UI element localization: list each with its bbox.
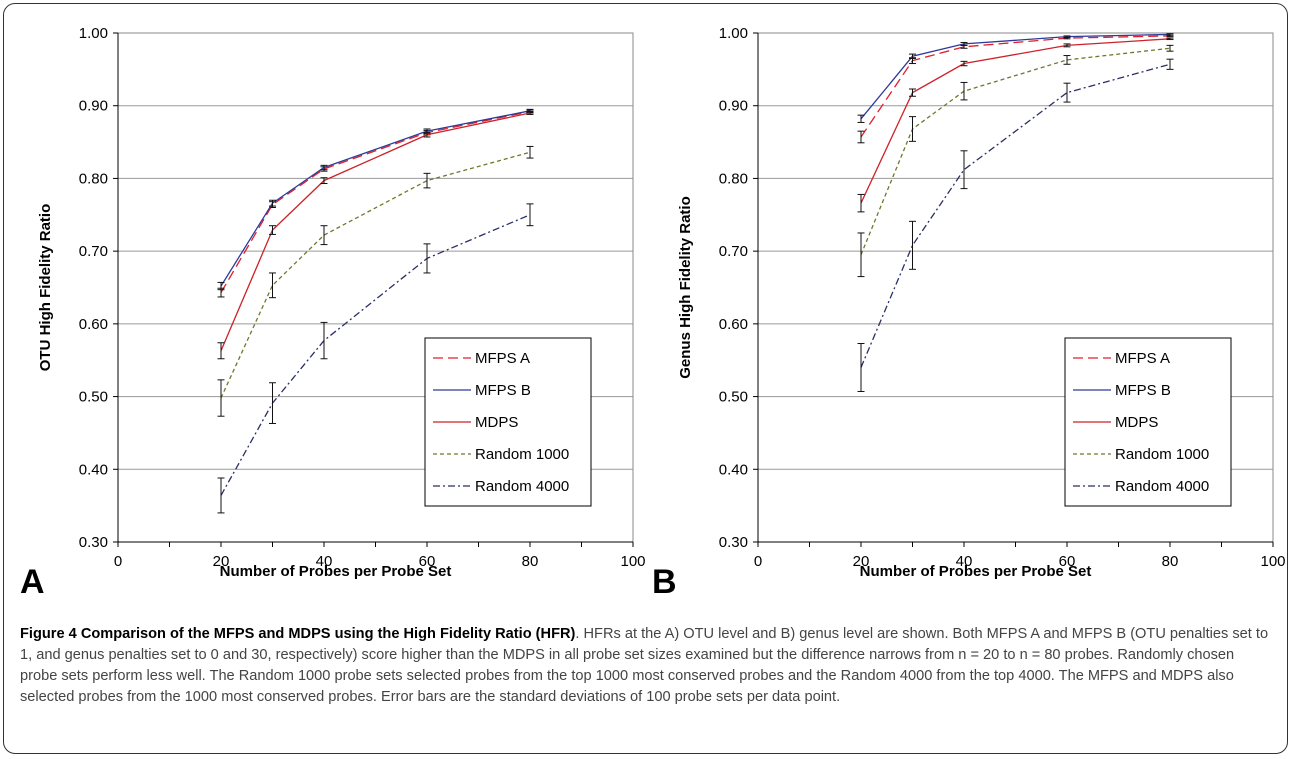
series-line-mfps-a [220,110,531,293]
y-tick-label: 0.40 [719,461,748,478]
y-tick-label: 0.80 [719,170,748,187]
panel-letter-a: A [20,563,45,601]
chart-a: 0.30 0.40 0.50 0.60 0.70 0.80 0.90 1.00 0 20 40 60 8… [37,25,646,580]
panel-b: 0.30 0.40 0.50 0.60 0.70 0.80 0.90 1.00 0 20 40 60 8… [640,0,1290,610]
legend-label: Random 1000 [1115,446,1209,463]
caption-body: . HFRs at the A) OTU level and B) genus … [20,626,1269,705]
x-tick-label: 0 [754,553,762,570]
x-tick-label: 20 [213,553,230,570]
legend-label: Random 4000 [1115,478,1209,495]
y-tick-label: 0.90 [719,98,748,115]
x-tick-label: 0 [114,553,122,570]
figure-caption: Figure 4 Comparison of the MFPS and MDPS… [20,624,1275,708]
legend-label: MFPS B [1115,382,1171,399]
legend-label: MDPS [1115,414,1158,431]
y-tick-label: 1.00 [719,25,748,42]
y-tick-label: 0.80 [79,170,108,187]
x-tick-label: 60 [1059,553,1076,570]
y-tick-label: 0.50 [79,389,108,406]
y-tick-label: 0.60 [719,316,748,333]
x-tick-label: 80 [522,553,539,570]
legend-label: Random 4000 [475,478,569,495]
x-axis-title: Number of Probes per Probe Set [860,563,1092,580]
y-tick-label: 0.30 [79,534,108,551]
legend-label: MFPS B [475,382,531,399]
y-tick-label: 0.40 [79,461,108,478]
caption-title: Figure 4 Comparison of the MFPS and MDPS… [20,626,576,642]
y-tick-label: 0.70 [719,243,748,260]
y-tick-label: 0.30 [719,534,748,551]
series-line-mfps-a [860,35,1171,138]
y-axis-title: OTU High Fidelity Ratio [37,204,54,372]
figure-frame [3,3,1288,754]
legend-label: MFPS A [475,350,530,367]
series-line-random-1000 [860,47,1171,256]
series-line-mdps [220,112,531,352]
y-tick-label: 0.90 [79,98,108,115]
y-axis-title: Genus High Fidelity Ratio [677,196,694,379]
y-tick-label: 0.60 [79,316,108,333]
x-tick-label: 20 [853,553,870,570]
x-tick-label: 80 [1162,553,1179,570]
y-tick-label: 1.00 [79,25,108,42]
y-tick-label: 0.50 [719,389,748,406]
chart-b: 0.30 0.40 0.50 0.60 0.70 0.80 0.90 1.00 0 20 40 60 8… [677,25,1286,580]
panel-a: 0.30 0.40 0.50 0.60 0.70 0.80 0.90 1.00 0 20 40 60 8… [0,0,650,610]
panel-letter-b: B [652,563,677,601]
series-line-mfps-b [220,110,531,287]
x-axis-title: Number of Probes per Probe Set [220,563,452,580]
x-tick-label: 40 [956,553,973,570]
x-tick-label: 100 [620,553,645,570]
x-tick-label: 40 [316,553,333,570]
legend-label: MDPS [475,414,518,431]
x-tick-label: 60 [419,553,436,570]
series-line-random-4000 [860,63,1171,368]
y-tick-label: 0.70 [79,243,108,260]
legend-label: MFPS A [1115,350,1170,367]
legend-label: Random 1000 [475,446,569,463]
x-tick-label: 100 [1260,553,1285,570]
